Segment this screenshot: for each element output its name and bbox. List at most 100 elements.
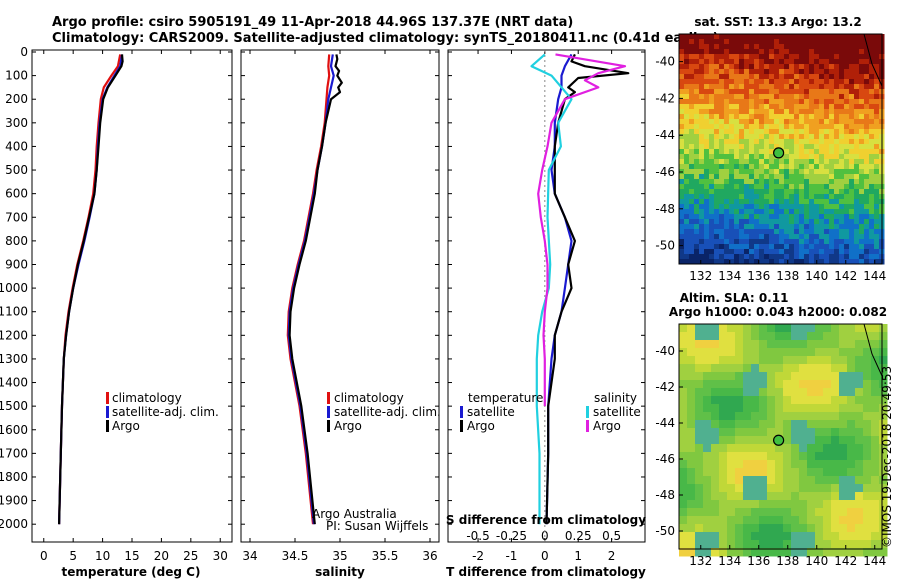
map-cell	[815, 348, 824, 357]
map-cell	[689, 59, 695, 65]
map-cell	[791, 420, 800, 429]
map-cell	[727, 324, 736, 333]
map-cell	[824, 49, 830, 55]
map-cell	[694, 224, 700, 230]
map-cell	[704, 184, 710, 190]
map-cell	[734, 119, 740, 125]
map-cell	[764, 124, 770, 130]
map-cell	[764, 59, 770, 65]
map-cell	[834, 199, 840, 205]
map-cell	[869, 44, 875, 50]
map-cell	[874, 119, 880, 125]
map-cell	[739, 79, 745, 85]
map-cell	[829, 224, 835, 230]
map-cell	[687, 388, 696, 397]
map-cell	[767, 484, 776, 493]
map-cell	[814, 109, 820, 115]
map-cell	[774, 254, 780, 260]
map-cell	[824, 179, 830, 185]
map-cell	[735, 460, 744, 469]
map-cell	[687, 348, 696, 357]
map-cell	[779, 54, 785, 60]
map-cell	[759, 169, 765, 175]
map-cell	[869, 254, 875, 260]
map-cell	[729, 119, 735, 125]
map-cell	[704, 204, 710, 210]
map-cell	[809, 164, 815, 170]
map-cell	[769, 254, 775, 260]
legend-argo-swatch	[327, 420, 330, 432]
map-cell	[831, 364, 840, 373]
map-cell	[854, 259, 860, 265]
map-cell	[767, 548, 776, 557]
map-cell	[863, 492, 872, 501]
map-cell	[719, 348, 728, 357]
map-cell	[769, 194, 775, 200]
map-cell	[754, 229, 760, 235]
map-cell	[823, 428, 832, 437]
map-cell	[789, 259, 795, 265]
map-cell	[684, 214, 690, 220]
map-cell	[854, 179, 860, 185]
map-cell	[687, 372, 696, 381]
map-cell	[754, 184, 760, 190]
map-cell	[699, 119, 705, 125]
map-cell	[729, 39, 735, 45]
map-cell	[734, 39, 740, 45]
map-cell	[759, 532, 768, 541]
map-cell	[807, 332, 816, 341]
map-cell	[847, 460, 856, 469]
map-cell	[759, 516, 768, 525]
map-cell	[869, 159, 875, 165]
map-cell	[804, 169, 810, 175]
map-cell	[703, 372, 712, 381]
map-cell	[694, 124, 700, 130]
map-cell	[809, 189, 815, 195]
map-cell	[695, 436, 704, 445]
map-cell	[869, 229, 875, 235]
map-cell	[871, 332, 880, 341]
map-cell	[694, 154, 700, 160]
map-cell	[764, 169, 770, 175]
map-cell	[695, 444, 704, 453]
map-cell	[751, 372, 760, 381]
map-cell	[823, 340, 832, 349]
map-cell	[759, 199, 765, 205]
map-cell	[751, 388, 760, 397]
map-cell	[864, 204, 870, 210]
map-cell	[809, 74, 815, 80]
map-cell	[789, 204, 795, 210]
map-cell	[689, 159, 695, 165]
map-cell	[775, 548, 784, 557]
map-cell	[724, 229, 730, 235]
map-cell	[679, 444, 688, 453]
map-cell	[714, 74, 720, 80]
map-cell	[684, 89, 690, 95]
map-cell	[849, 209, 855, 215]
map-cell	[749, 99, 755, 105]
map-cell	[804, 124, 810, 130]
map-cell	[814, 104, 820, 110]
map-cell	[729, 174, 735, 180]
map-cell	[784, 89, 790, 95]
map-cell	[769, 99, 775, 105]
map-cell	[864, 164, 870, 170]
map-cell	[684, 239, 690, 245]
map-cell	[759, 324, 768, 333]
map-cell	[854, 249, 860, 255]
map-cell	[794, 44, 800, 50]
map-cell	[794, 89, 800, 95]
map-cell	[804, 184, 810, 190]
map-x-tick-label: 136	[747, 554, 770, 568]
map-cell	[871, 420, 880, 429]
map-cell	[824, 109, 830, 115]
map-cell	[829, 109, 835, 115]
map-cell	[855, 436, 864, 445]
map-cell	[804, 129, 810, 135]
map-cell	[719, 484, 728, 493]
map-cell	[879, 452, 888, 461]
map-cell	[775, 492, 784, 501]
map-cell	[814, 129, 820, 135]
map-cell	[679, 420, 688, 429]
map-cell	[764, 69, 770, 75]
